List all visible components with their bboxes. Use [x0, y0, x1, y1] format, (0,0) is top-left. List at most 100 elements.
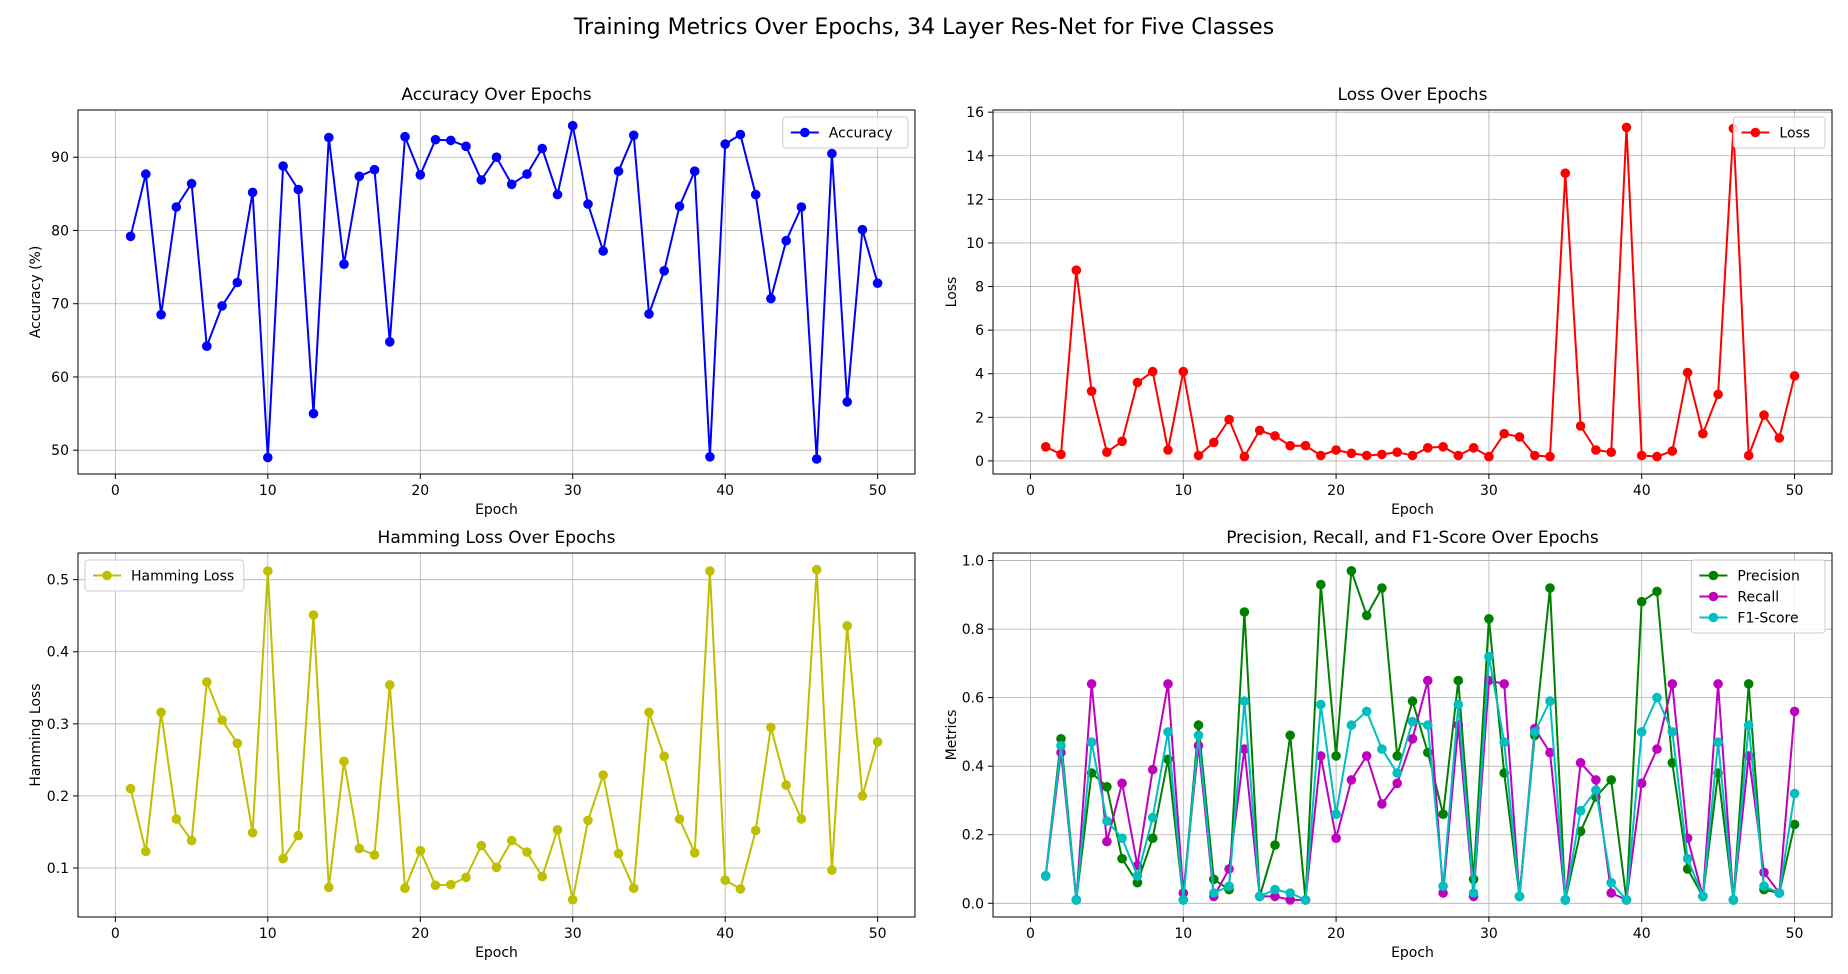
accuracy-accuracy-point: [567, 120, 578, 131]
prf-legend-label: F1-Score: [1737, 611, 1798, 627]
accuracy-accuracy-point: [446, 135, 456, 146]
prf-recall-point: [1224, 864, 1234, 874]
prf-recall-point: [1239, 744, 1250, 754]
loss-loss-point: [1254, 425, 1265, 436]
prf-f1-score-point: [1300, 895, 1311, 905]
prf-f1-score-point: [1728, 895, 1739, 905]
prf-recall-point: [1270, 891, 1280, 902]
hamming-loss-hamming-loss-point: [415, 845, 426, 856]
prf-ytick-label: 0.8: [962, 622, 984, 638]
hamming-loss-hamming-loss-point: [385, 680, 395, 690]
hamming-loss-hamming-loss-point: [628, 883, 639, 893]
prf-f1-score-point: [1254, 891, 1265, 902]
prf-precision-point: [1438, 809, 1448, 819]
prf-recall-point: [1713, 679, 1723, 689]
loss-xtick-label: 50: [1786, 483, 1804, 499]
prf-f1-score-point: [1743, 720, 1754, 730]
loss-loss-point: [1514, 432, 1525, 442]
hamming-loss-hamming-loss-point: [141, 846, 151, 857]
hamming-loss-hamming-loss-point: [522, 847, 532, 857]
prf-f1-score-point: [1667, 727, 1678, 737]
loss-legend: Loss: [1732, 116, 1826, 149]
prf-f1-score-point: [1178, 895, 1189, 905]
loss-loss-point: [1102, 447, 1112, 458]
loss-loss-point: [1147, 366, 1158, 377]
prf-recall-point: [1392, 778, 1402, 789]
prf-f1-score-point: [1789, 788, 1800, 799]
loss-loss-point: [1652, 451, 1662, 462]
hamming-loss-hamming-loss-point: [644, 707, 654, 718]
hamming-loss-legend-swatch-marker: [102, 570, 112, 581]
loss-loss-point: [1423, 443, 1433, 453]
loss-ytick-label: 2: [975, 410, 984, 426]
accuracy-accuracy-point: [171, 202, 182, 212]
prf-f1-score-point: [1209, 888, 1219, 898]
hamming-loss-hamming-loss-point: [842, 621, 852, 631]
accuracy-accuracy-point: [476, 175, 487, 185]
prf-precision-point: [1392, 751, 1402, 761]
prf-recall-point: [1591, 775, 1601, 785]
prf-xtick-label: 30: [1480, 926, 1498, 942]
accuracy-ylabel: Accuracy (%): [28, 246, 44, 339]
hamming-loss-hamming-loss-point: [156, 707, 166, 718]
prf-recall-point: [1438, 888, 1448, 898]
prf-f1-score-point: [1606, 877, 1616, 888]
loss-loss-point: [1132, 377, 1143, 388]
prf-ytick-label: 0.4: [962, 759, 984, 775]
prf-precision-point: [1606, 775, 1616, 785]
prf-recall-point: [1117, 778, 1127, 789]
loss-loss-point: [1300, 440, 1311, 451]
prf-recall-point: [1147, 764, 1158, 775]
prf-legend-swatch-marker: [1708, 591, 1719, 602]
prf-f1-score-point: [1270, 884, 1280, 895]
hamming-loss-hamming-loss-point: [247, 827, 258, 838]
hamming-loss-hamming-loss-point: [552, 825, 563, 835]
prf-precision-point: [1102, 782, 1112, 792]
accuracy-accuracy-point: [247, 187, 258, 198]
hamming-loss-hamming-loss-point: [186, 835, 197, 846]
loss-ytick-label: 0: [975, 454, 984, 470]
hamming-loss-hamming-loss-point: [583, 815, 593, 826]
hamming-loss-hamming-loss-point: [705, 566, 715, 576]
hamming-loss-ytick-label: 0.3: [47, 717, 69, 733]
prf-f1-score-point: [1239, 696, 1250, 706]
prf-precision-point: [1789, 819, 1800, 830]
prf-f1-score-point: [1346, 720, 1357, 730]
hamming-loss-hamming-loss-point: [781, 780, 791, 790]
accuracy-accuracy-point: [659, 266, 669, 276]
hamming-loss-axes-frame: [77, 552, 916, 918]
prf-xtick-label: 10: [1174, 926, 1192, 942]
accuracy-accuracy-point: [598, 246, 608, 256]
prf-precision-point: [1743, 679, 1754, 689]
hamming-loss-hamming-loss-point: [263, 566, 273, 576]
prf-precision-point: [1377, 583, 1387, 593]
prf-f1-score-line: [1044, 655, 1796, 901]
loss-xtick-label: 30: [1480, 483, 1498, 499]
prf-ytick-label: 0.2: [962, 828, 984, 844]
loss-loss-point: [1224, 414, 1234, 425]
accuracy-accuracy-point: [202, 341, 212, 352]
accuracy-accuracy-point: [293, 184, 304, 195]
prf-legend: Precision Recall F1-Score: [1690, 559, 1826, 634]
accuracy-accuracy-point: [872, 278, 883, 289]
prf-recall-point: [1667, 679, 1678, 689]
loss-loss-point: [1713, 389, 1723, 400]
loss-loss-point: [1285, 440, 1295, 451]
accuracy-accuracy-point: [720, 139, 730, 149]
hamming-loss-xtick-label: 40: [716, 926, 734, 942]
accuracy-accuracy-point: [735, 129, 746, 140]
prf-f1-score-point: [1361, 706, 1372, 717]
prf-f1-score-point: [1224, 881, 1234, 891]
accuracy-xtick-label: 30: [564, 483, 582, 499]
loss-loss-point: [1453, 450, 1464, 461]
prf-recall-point: [1652, 744, 1662, 754]
hamming-loss-hamming-loss-line: [129, 568, 879, 901]
accuracy-accuracy-point: [537, 143, 547, 154]
prf-f1-score-point: [1102, 816, 1112, 826]
prf-legend-swatch-marker: [1708, 570, 1719, 581]
hamming-loss-hamming-loss-point: [537, 871, 547, 882]
accuracy-accuracy-point: [125, 231, 136, 242]
hamming-loss-hamming-loss-point: [461, 872, 471, 883]
loss-loss-point: [1698, 428, 1708, 439]
